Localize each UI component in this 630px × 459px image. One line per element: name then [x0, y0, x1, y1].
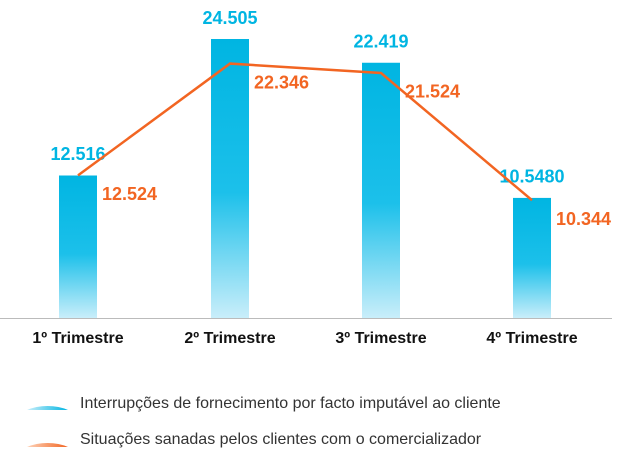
legend-label: Interrupções de fornecimento por facto i…: [80, 395, 501, 412]
bar: [362, 62, 400, 318]
x-tick-label: 1º Trimestre: [32, 330, 123, 347]
bar: [59, 175, 97, 318]
bar: [211, 39, 249, 318]
line: [77, 62, 533, 202]
value-label: 22.419: [353, 32, 408, 52]
x-tick-label: 3º Trimestre: [335, 330, 426, 347]
legend-swatch: [27, 442, 68, 447]
bar: [513, 197, 551, 318]
value-label: 10.5480: [499, 167, 564, 187]
value-label: 22.346: [254, 72, 309, 92]
value-label: 10.344: [556, 209, 611, 229]
value-label: 12.524: [102, 184, 157, 204]
x-tick-label: 4º Trimestre: [486, 330, 577, 347]
legend-label: Situações sanadas pelos clientes com o c…: [80, 431, 482, 448]
value-label: 21.524: [405, 82, 460, 102]
value-label: 12.516: [50, 144, 105, 164]
legend-swatch: [27, 405, 68, 410]
value-label: 24.505: [202, 8, 257, 28]
x-tick-label: 2º Trimestre: [184, 330, 275, 347]
